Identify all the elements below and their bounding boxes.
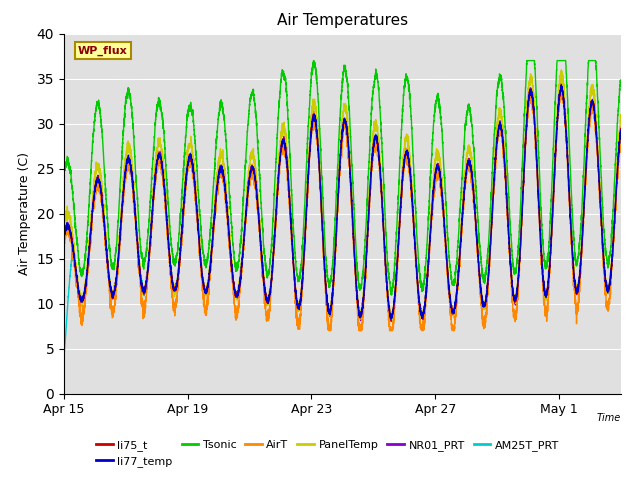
NR01_PRT <box>160 178 168 184</box>
PanelTemp <box>392 282 399 288</box>
Line: li75_t: li75_t <box>64 87 621 321</box>
Y-axis label: Air Temperature (C): Air Temperature (C) <box>18 152 31 275</box>
AM25T_PRT <box>60 355 68 360</box>
PanelTemp <box>247 156 255 162</box>
li75_t <box>247 168 255 174</box>
AirT <box>163 230 171 236</box>
AM25T_PRT <box>617 126 625 132</box>
li77_temp <box>392 285 399 290</box>
li77_temp <box>160 176 168 182</box>
AirT <box>611 214 618 220</box>
Legend: li75_t, li77_temp, Tsonic, AirT, PanelTemp, NR01_PRT, AM25T_PRT: li75_t, li77_temp, Tsonic, AirT, PanelTe… <box>92 435 563 471</box>
Line: PanelTemp: PanelTemp <box>64 70 621 322</box>
Text: WP_flux: WP_flux <box>78 46 127 56</box>
li77_temp <box>617 129 625 134</box>
Text: Time: Time <box>596 413 621 423</box>
Tsonic <box>388 292 396 298</box>
li77_temp <box>387 316 394 322</box>
AM25T_PRT <box>160 175 168 180</box>
PanelTemp <box>160 168 168 173</box>
li75_t <box>163 217 171 223</box>
li75_t <box>387 318 395 324</box>
li75_t <box>60 231 68 237</box>
Title: Air Temperatures: Air Temperatures <box>277 13 408 28</box>
li75_t <box>160 177 168 182</box>
AM25T_PRT <box>247 168 255 174</box>
NR01_PRT <box>60 229 68 235</box>
li77_temp <box>611 216 618 222</box>
NR01_PRT <box>247 168 255 174</box>
NR01_PRT <box>557 83 565 88</box>
li77_temp <box>163 221 171 227</box>
Tsonic <box>611 175 618 180</box>
li77_temp <box>557 82 565 88</box>
AM25T_PRT <box>392 289 399 295</box>
AM25T_PRT <box>611 218 618 224</box>
PanelTemp <box>60 223 68 228</box>
AM25T_PRT <box>163 217 171 223</box>
AirT <box>83 276 90 282</box>
Tsonic <box>310 58 317 63</box>
AirT <box>392 295 399 301</box>
li77_temp <box>247 169 255 175</box>
PanelTemp <box>83 269 90 275</box>
Line: Tsonic: Tsonic <box>64 60 621 295</box>
PanelTemp <box>611 209 618 215</box>
AirT <box>617 125 625 131</box>
PanelTemp <box>163 209 171 215</box>
Tsonic <box>60 167 68 172</box>
PanelTemp <box>387 319 395 324</box>
li75_t <box>617 127 625 133</box>
Tsonic <box>160 130 168 135</box>
li77_temp <box>83 275 90 280</box>
AirT <box>557 81 565 86</box>
li77_temp <box>60 232 68 238</box>
PanelTemp <box>557 67 565 72</box>
NR01_PRT <box>392 288 399 293</box>
li75_t <box>557 84 565 90</box>
NR01_PRT <box>356 318 364 324</box>
Tsonic <box>247 96 255 102</box>
PanelTemp <box>617 112 625 118</box>
NR01_PRT <box>83 274 90 280</box>
NR01_PRT <box>163 216 171 222</box>
Line: AM25T_PRT: AM25T_PRT <box>64 84 621 358</box>
Tsonic <box>163 181 171 187</box>
li75_t <box>392 287 399 292</box>
li75_t <box>611 216 618 221</box>
li75_t <box>83 276 90 282</box>
AM25T_PRT <box>83 277 90 283</box>
AM25T_PRT <box>557 82 565 87</box>
AirT <box>247 173 255 179</box>
NR01_PRT <box>611 213 618 219</box>
Line: AirT: AirT <box>64 84 621 331</box>
AirT <box>60 237 68 243</box>
Line: NR01_PRT: NR01_PRT <box>64 85 621 321</box>
Tsonic <box>617 79 625 85</box>
Line: li77_temp: li77_temp <box>64 85 621 319</box>
AirT <box>160 183 168 189</box>
Tsonic <box>392 251 399 256</box>
AirT <box>325 328 333 334</box>
Tsonic <box>83 240 90 245</box>
NR01_PRT <box>617 124 625 130</box>
